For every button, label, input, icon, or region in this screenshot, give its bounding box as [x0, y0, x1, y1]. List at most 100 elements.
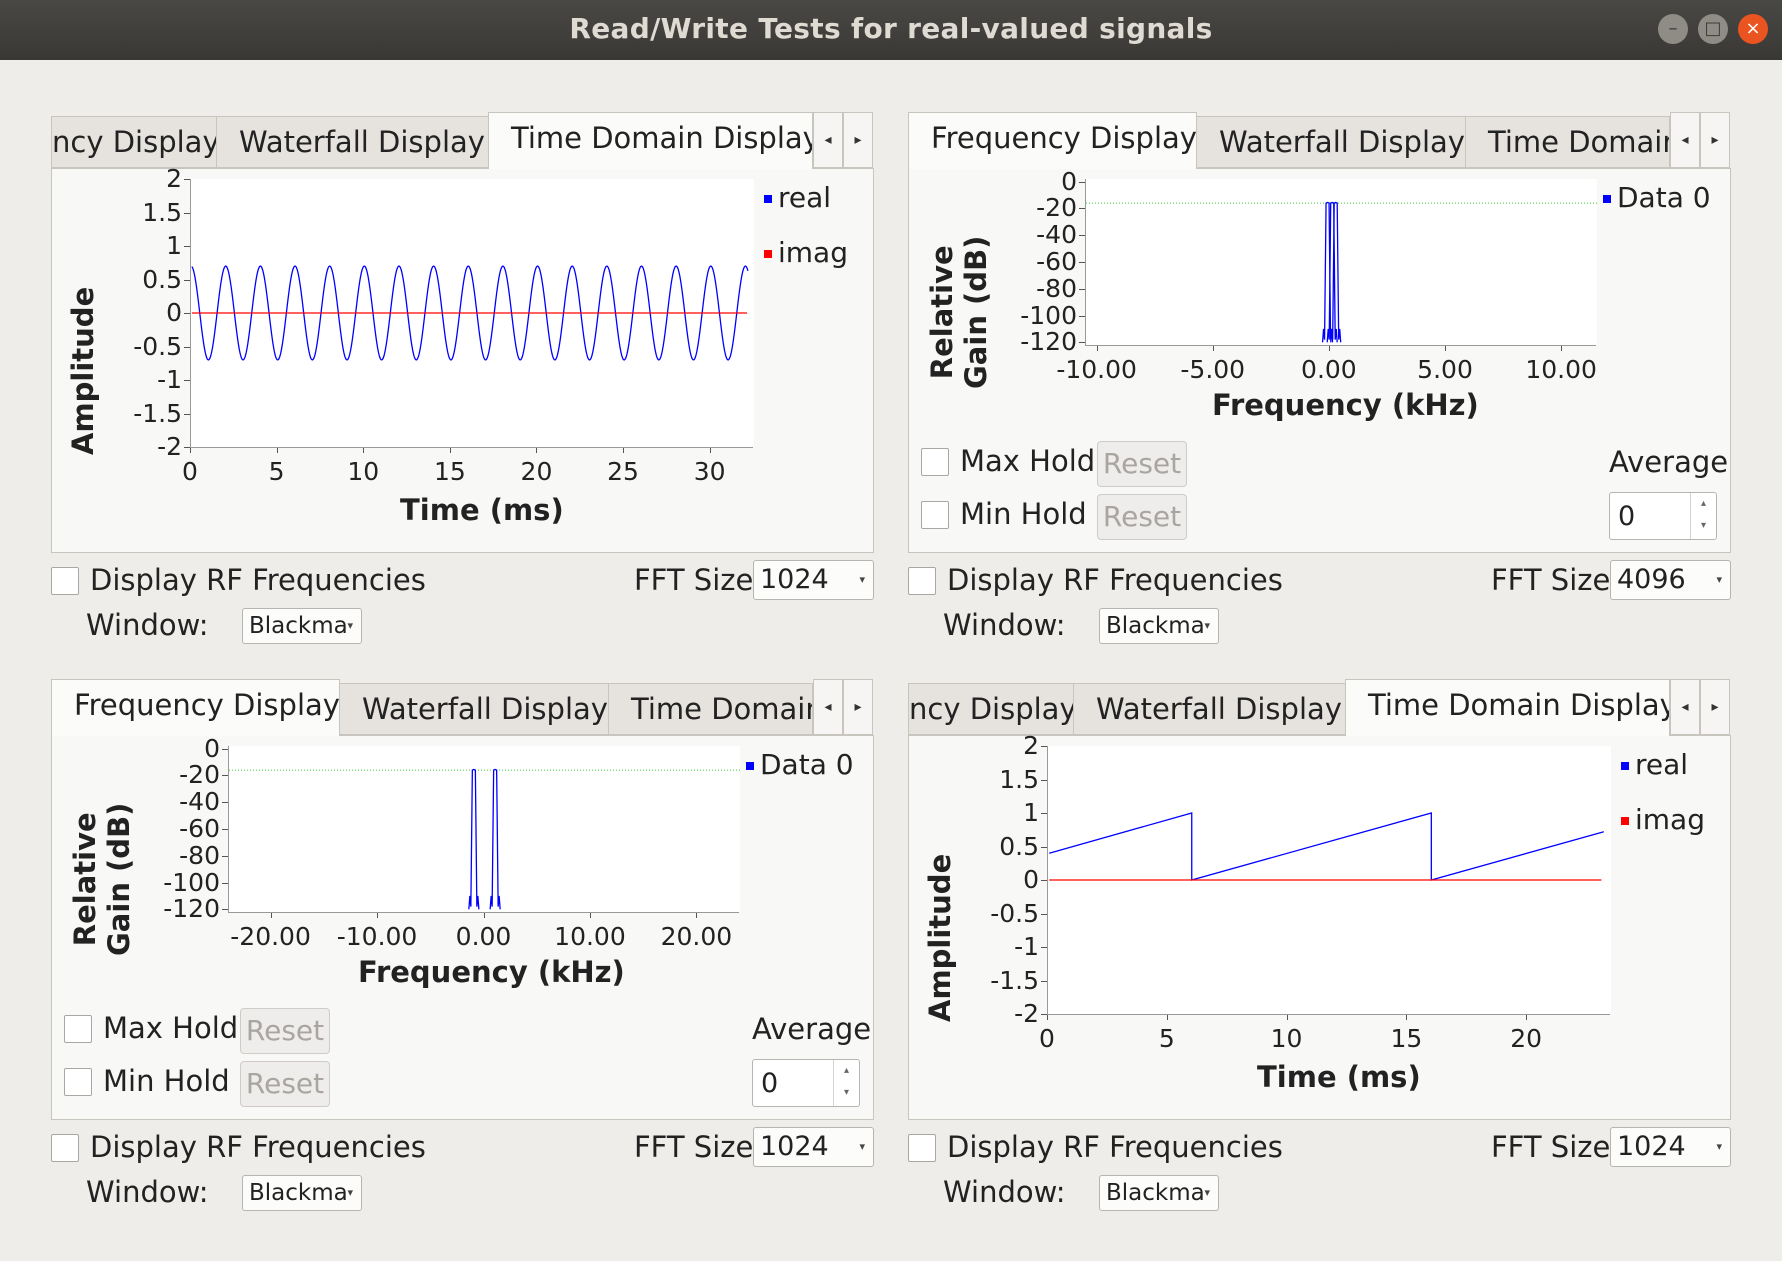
display-rf-checkbox[interactable]: [51, 1134, 79, 1162]
y-tick-mark: [1041, 813, 1047, 814]
tab-waterfall-display[interactable]: Waterfall Display: [339, 683, 609, 735]
fft-size-select[interactable]: 1024 ▾: [753, 1127, 874, 1167]
tab-waterfall-display[interactable]: Waterfall Display: [1073, 683, 1396, 735]
tab-waterfall-display[interactable]: Waterfall Display: [1196, 116, 1466, 168]
fft-size-select[interactable]: 4096 ▾: [1610, 560, 1731, 600]
tab-scroll-left-button[interactable]: ◂: [1670, 112, 1700, 168]
frequency-pane: Relative Gain (dB) 0 -20 -40 -60 -80 -100 -120-…: [51, 734, 874, 1120]
fft-size-select[interactable]: 1024 ▾: [753, 560, 874, 600]
y-tick-mark: [1079, 315, 1085, 317]
min-hold-reset-button[interactable]: Reset: [1097, 494, 1187, 540]
spin-down-icon[interactable]: ▾: [1700, 520, 1707, 531]
legend-item-real: real: [1621, 748, 1688, 781]
minimize-button[interactable]: –: [1658, 14, 1688, 44]
x-axis-line: [190, 447, 753, 448]
y-tick-label: 1: [166, 231, 182, 260]
chevron-down-icon: ▾: [1204, 619, 1210, 632]
tab-frequency-display[interactable]: Frequency Display: [908, 112, 1197, 169]
y-axis-label: Amplitude: [66, 286, 100, 455]
tab-time-domain-display[interactable]: Time Domain Display: [1345, 679, 1670, 736]
tab-scroll-left-button[interactable]: ◂: [813, 679, 843, 735]
window-select[interactable]: Blackma ▾: [242, 608, 362, 644]
display-rf-checkbox[interactable]: [908, 567, 936, 595]
x-tick-mark: [696, 912, 698, 918]
tab-bar: ncy Display Waterfall Display Time Domai…: [908, 679, 1731, 736]
y-tick-label: 0: [166, 298, 182, 327]
y-tick-mark: [184, 346, 190, 348]
spin-up-icon[interactable]: ▴: [1700, 498, 1707, 509]
y-tick-mark: [222, 775, 228, 777]
average-spinbox[interactable]: 0 ▴ ▾: [1609, 492, 1717, 540]
plot-svg: [191, 265, 749, 361]
tab-scroll-right-button[interactable]: ▸: [843, 679, 873, 735]
fft-size-select[interactable]: 1024 ▾: [1610, 1127, 1731, 1167]
spectrum-peak-2: [1330, 201, 1342, 343]
min-hold-checkbox[interactable]: [64, 1068, 92, 1096]
window-select[interactable]: Blackma ▾: [1099, 1175, 1219, 1211]
plot-svg: [1086, 201, 1597, 343]
tab-frequency-display[interactable]: ncy Display: [908, 683, 1074, 735]
y-tick-mark: [1041, 880, 1047, 881]
x-tick-label: -10.00: [336, 922, 418, 951]
x-tick-mark: [1526, 1014, 1528, 1020]
y-tick-mark: [1041, 980, 1047, 982]
x-tick-label: 10.00: [1525, 355, 1597, 384]
tab-scroll-left-button[interactable]: ◂: [813, 112, 843, 168]
tab-time-domain[interactable]: Time Domain: [608, 683, 813, 735]
tab-scroll-right-button[interactable]: ▸: [843, 112, 873, 168]
y-tick-label: -60: [179, 814, 220, 843]
x-tick-mark: [377, 912, 379, 918]
tab-scroll-left-button[interactable]: ◂: [1670, 679, 1700, 735]
legend-swatch: [1603, 195, 1611, 203]
x-tick-mark: [1328, 345, 1330, 351]
max-hold-reset-button[interactable]: Reset: [1097, 441, 1187, 487]
average-spinbox[interactable]: 0 ▴ ▾: [752, 1059, 860, 1107]
x-tick-label: 20: [520, 457, 553, 486]
legend-item-data-0: Data 0: [1603, 181, 1711, 214]
spin-down-icon[interactable]: ▾: [843, 1087, 850, 1098]
y-tick-mark: [1079, 235, 1085, 237]
y-tick-label: -1.5: [990, 965, 1039, 995]
min-hold-reset-button[interactable]: Reset: [240, 1061, 330, 1107]
y-tick-mark: [1079, 342, 1085, 344]
window-select[interactable]: Blackma ▾: [242, 1175, 362, 1211]
y-tick-label: -120: [163, 894, 220, 924]
tab-scroll-right-button[interactable]: ▸: [1700, 679, 1730, 735]
x-tick-mark: [589, 912, 591, 918]
display-rf-label: Display RF Frequencies: [90, 563, 426, 597]
x-axis-label: Time (ms): [400, 493, 564, 527]
y-tick-label: -1: [1014, 932, 1039, 961]
chevron-down-icon: ▾: [859, 1140, 865, 1153]
close-button[interactable]: ×: [1738, 14, 1768, 44]
max-hold-reset-button[interactable]: Reset: [240, 1008, 330, 1054]
tab-time-domain-display[interactable]: Time Domain Display: [488, 112, 813, 169]
x-tick-label: 5: [268, 457, 285, 486]
max-hold-checkbox[interactable]: [921, 448, 949, 476]
y-tick-mark: [184, 447, 190, 448]
x-tick-label: 25: [607, 457, 639, 486]
spin-up-icon[interactable]: ▴: [843, 1065, 850, 1076]
frequency-plot-canvas[interactable]: [228, 746, 740, 912]
min-hold-checkbox[interactable]: [921, 501, 949, 529]
maximize-button[interactable]: □: [1698, 14, 1728, 44]
display-rf-checkbox[interactable]: [51, 567, 79, 595]
fft-size-label: FFT Size:: [1491, 1130, 1621, 1164]
tab-time-domain[interactable]: Time Domain: [1465, 116, 1670, 168]
chevron-down-icon: ▾: [1204, 1186, 1210, 1199]
panel-top-right: Frequency Display Waterfall Display Time…: [908, 112, 1731, 662]
time-plot-canvas[interactable]: [1047, 746, 1611, 1014]
tab-frequency-display[interactable]: ncy Display: [51, 116, 217, 168]
frequency-plot-canvas[interactable]: [1085, 179, 1597, 345]
window-select[interactable]: Blackma ▾: [1099, 608, 1219, 644]
tab-frequency-display[interactable]: Frequency Display: [51, 679, 340, 736]
y-tick-label: -40: [1036, 220, 1077, 250]
y-tick-label: -40: [179, 787, 220, 817]
tab-scroll-right-button[interactable]: ▸: [1700, 112, 1730, 168]
max-hold-checkbox[interactable]: [64, 1015, 92, 1043]
y-tick-label: 0.5: [999, 831, 1039, 861]
x-tick-mark: [1406, 1014, 1408, 1020]
display-rf-checkbox[interactable]: [908, 1134, 936, 1162]
tab-waterfall-display[interactable]: Waterfall Display: [216, 116, 539, 168]
x-tick-label: 20: [1510, 1024, 1543, 1053]
time-plot-canvas[interactable]: [190, 179, 754, 447]
